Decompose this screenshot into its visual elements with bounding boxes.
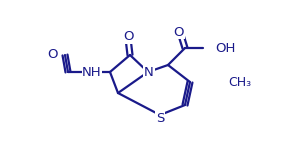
Text: N: N xyxy=(144,66,154,78)
Text: CH₃: CH₃ xyxy=(228,75,251,89)
Text: O: O xyxy=(174,26,184,38)
Text: NH: NH xyxy=(82,66,102,80)
Text: O: O xyxy=(48,49,58,62)
Text: O: O xyxy=(123,31,133,44)
Text: S: S xyxy=(156,111,164,124)
Text: OH: OH xyxy=(215,42,235,55)
